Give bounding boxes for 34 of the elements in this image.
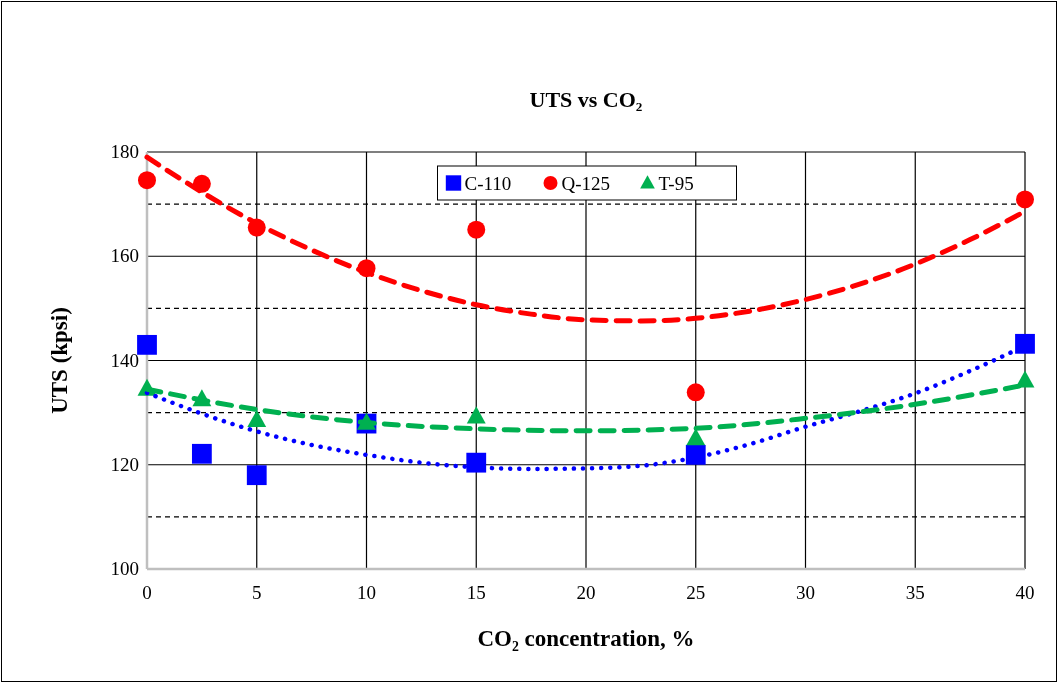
x-tick-label: 20 xyxy=(576,582,596,603)
y-tick-label: 180 xyxy=(110,141,139,162)
point xyxy=(247,410,267,428)
point xyxy=(1015,333,1035,354)
y-tick-label: 140 xyxy=(110,349,139,371)
point xyxy=(686,383,705,402)
x-tick-label: 10 xyxy=(357,582,376,603)
x-tick-label: 5 xyxy=(252,582,262,603)
x-axis-title: CO₂ concentration, % xyxy=(477,626,695,651)
point xyxy=(191,443,212,464)
chart-title: UTS vs CO₂ xyxy=(529,87,643,112)
x-tick-label: 0 xyxy=(142,582,152,603)
point xyxy=(1016,190,1034,209)
point xyxy=(246,465,267,486)
y-axis-title: UTS (kpsi) xyxy=(47,307,72,414)
legend-label: C-110 xyxy=(464,173,512,194)
y-tick-label: 120 xyxy=(110,453,139,475)
x-tick-label: 30 xyxy=(796,582,815,603)
legend-label: Q-125 xyxy=(561,173,611,194)
x-tick-label: 25 xyxy=(686,582,706,603)
y-tick-label: 100 xyxy=(110,558,139,579)
point xyxy=(466,452,487,473)
y-tick-label: 160 xyxy=(110,245,139,267)
x-tick-label: 15 xyxy=(466,582,486,603)
point xyxy=(137,334,157,355)
point xyxy=(1015,370,1035,388)
point xyxy=(686,428,706,446)
x-tick-label: 40 xyxy=(1015,582,1035,603)
point xyxy=(466,406,486,424)
point xyxy=(138,171,156,190)
point xyxy=(467,220,486,239)
point xyxy=(685,444,706,465)
legend-label: T-95 xyxy=(658,173,694,194)
x-tick-label: 35 xyxy=(905,582,925,603)
